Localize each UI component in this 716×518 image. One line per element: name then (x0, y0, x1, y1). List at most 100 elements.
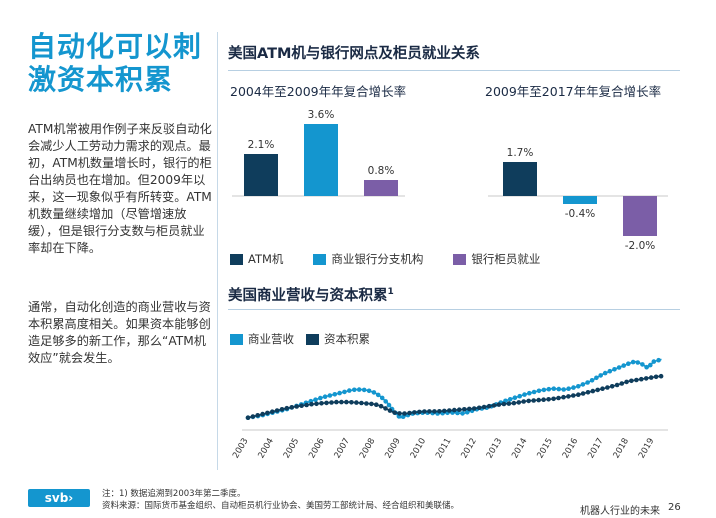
series-point-1 (585, 390, 591, 395)
series-point-0 (255, 413, 261, 419)
series-point-0 (400, 414, 406, 420)
series-point-0 (435, 411, 440, 416)
series-point-1 (447, 408, 452, 413)
series-point-1 (265, 410, 270, 416)
series-point-0 (393, 410, 398, 416)
series-point-1 (476, 405, 482, 411)
bar-chart-title: 2004年至2009年年复合增长率 (230, 84, 407, 99)
series-point-0 (612, 367, 617, 372)
series-point-0 (389, 406, 395, 412)
series-point-1 (383, 406, 388, 411)
x-tick-label: 2003 (231, 437, 250, 461)
series-point-1 (566, 394, 571, 399)
series-point-0 (635, 360, 641, 365)
bar-1-0 (503, 162, 537, 196)
page-number: 26 (668, 502, 681, 513)
x-tick-label: 2010 (409, 437, 428, 461)
x-tick-label: 2015 (536, 437, 555, 461)
legend-swatch (230, 333, 243, 345)
series-point-0 (621, 363, 626, 368)
section-title-text: 美国商业营收与资本积累 (228, 288, 388, 304)
x-tick-label: 2006 (307, 437, 326, 461)
series-point-1 (536, 397, 541, 403)
series-point-0 (420, 410, 425, 416)
series-point-1 (260, 411, 265, 417)
series-point-0 (626, 361, 631, 367)
series-point-0 (318, 395, 323, 401)
series-point-0 (576, 384, 581, 389)
series-point-1 (653, 374, 659, 380)
series-point-0 (455, 410, 460, 416)
source-note: 资料来源：国际货币基金组织、自动柜员机行业协会、美国劳工部统计局、经合组织和美联… (102, 501, 460, 511)
x-tick-label: 2017 (586, 437, 605, 461)
series-point-1 (634, 377, 639, 383)
bar-0-2 (364, 180, 398, 196)
series-point-0 (260, 412, 266, 418)
series-point-1 (407, 410, 412, 416)
intro-paragraph: 通常，自动化创造的商业营收与资本积累高度相关。如果资本能够创造足够多的新工作，那… (28, 300, 211, 365)
series-line-0 (247, 358, 662, 419)
series-point-0 (640, 362, 645, 367)
series-point-1 (442, 408, 447, 414)
series-point-0 (332, 392, 338, 397)
legend-swatch (453, 253, 467, 265)
series-point-1 (580, 391, 586, 396)
series-point-1 (314, 401, 319, 407)
series-point-1 (516, 400, 522, 405)
series-point-1 (605, 385, 610, 390)
legend-item-atm: ATM机 (230, 251, 283, 267)
legend-item-revenue: 商业营收 (230, 331, 294, 347)
series-point-1 (496, 402, 502, 407)
x-tick-label: 2012 (459, 437, 478, 461)
series-point-1 (462, 407, 467, 412)
legend-label: 银行柜员就业 (471, 252, 541, 266)
series-point-0 (460, 411, 465, 416)
report-name: 机器人行业的未来 (580, 506, 660, 517)
series-point-0 (440, 410, 445, 416)
series-point-1 (427, 409, 432, 414)
series-point-0 (479, 406, 485, 411)
series-point-1 (369, 401, 374, 407)
series-point-1 (329, 400, 334, 405)
footnote: 注：1) 数据追溯到2003年第二季度。 (102, 489, 246, 499)
series-point-0 (275, 409, 280, 414)
series-point-0 (396, 414, 402, 419)
series-point-1 (378, 403, 384, 409)
section-title-atm: 美国ATM机与银行网点及柜员就业关系 (228, 46, 480, 62)
bar-data-label: -0.4% (565, 208, 595, 220)
series-point-0 (289, 405, 295, 410)
bar-data-label: 2.1% (248, 139, 275, 151)
series-point-0 (366, 388, 372, 394)
series-point-1 (614, 382, 620, 388)
series-point-0 (379, 395, 385, 401)
series-point-0 (541, 387, 547, 393)
series-point-1 (609, 384, 615, 389)
series-point-0 (284, 406, 290, 412)
series-point-1 (521, 399, 526, 404)
series-point-0 (503, 398, 508, 404)
legend-label: 资本积累 (324, 332, 370, 346)
series-point-0 (546, 386, 552, 392)
series-point-1 (551, 396, 556, 402)
series-point-0 (589, 378, 595, 383)
series-point-1 (387, 408, 393, 413)
series-point-1 (511, 400, 517, 406)
series-point-0 (356, 387, 362, 392)
bar-1-2 (623, 196, 657, 236)
line-legend: 商业营收 资本积累 (230, 331, 382, 347)
series-point-0 (337, 390, 342, 396)
series-point-1 (561, 394, 566, 400)
series-point-0 (474, 407, 480, 412)
series-point-0 (602, 370, 608, 376)
series-point-0 (250, 414, 256, 420)
series-point-1 (245, 415, 251, 421)
series-point-1 (299, 403, 304, 409)
x-tick-label: 2018 (612, 437, 631, 461)
series-point-1 (639, 376, 644, 382)
series-point-0 (450, 410, 455, 415)
series-point-1 (541, 397, 546, 403)
series-point-1 (629, 378, 634, 384)
series-point-0 (342, 389, 347, 395)
series-point-0 (644, 364, 649, 370)
x-tick-label: 2019 (637, 437, 656, 461)
